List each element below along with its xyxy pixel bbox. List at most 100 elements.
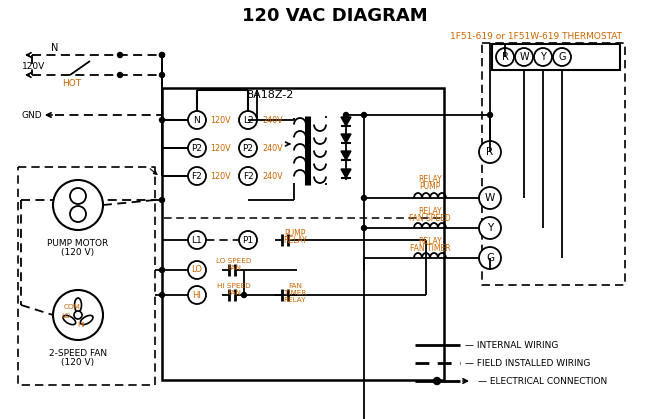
- Text: (120 V): (120 V): [62, 248, 94, 256]
- Text: PUMP MOTOR: PUMP MOTOR: [48, 238, 109, 248]
- Polygon shape: [341, 134, 351, 143]
- Text: R: R: [486, 147, 494, 157]
- Circle shape: [188, 286, 206, 304]
- Text: 120V: 120V: [22, 62, 46, 70]
- Circle shape: [188, 111, 206, 129]
- Circle shape: [70, 206, 86, 222]
- Text: COM: COM: [64, 304, 81, 310]
- Text: HI: HI: [192, 290, 202, 300]
- Text: RELAY: RELAY: [418, 236, 442, 246]
- Text: — INTERNAL WIRING: — INTERNAL WIRING: [465, 341, 558, 349]
- Bar: [492, 44, 620, 70]
- Text: — ELECTRICAL CONNECTION: — ELECTRICAL CONNECTION: [478, 377, 607, 385]
- Text: L2: L2: [243, 116, 253, 124]
- Text: LO SPEED: LO SPEED: [216, 258, 252, 264]
- Text: N: N: [194, 116, 200, 124]
- Circle shape: [70, 188, 86, 204]
- Text: TIMER: TIMER: [284, 290, 306, 296]
- Circle shape: [241, 292, 247, 297]
- Text: RELAY: RELAY: [418, 174, 442, 184]
- Circle shape: [159, 52, 165, 57]
- Circle shape: [239, 167, 257, 185]
- Text: RELAY: RELAY: [418, 207, 442, 215]
- Ellipse shape: [80, 316, 93, 325]
- Text: HI: HI: [77, 322, 85, 328]
- Text: HOT: HOT: [62, 78, 82, 88]
- Text: Y: Y: [487, 223, 493, 233]
- Text: 120 VAC DIAGRAM: 120 VAC DIAGRAM: [242, 7, 428, 25]
- Text: RELAY: RELAY: [283, 297, 306, 303]
- Text: W: W: [485, 193, 495, 203]
- Text: 240V: 240V: [263, 116, 283, 124]
- Circle shape: [53, 180, 103, 230]
- Text: P2: P2: [192, 143, 202, 153]
- Circle shape: [74, 311, 82, 319]
- Text: W: W: [519, 52, 529, 62]
- Circle shape: [239, 111, 257, 129]
- Text: (120 V): (120 V): [62, 357, 94, 367]
- Text: N: N: [52, 43, 59, 53]
- Circle shape: [159, 72, 165, 78]
- Text: L1: L1: [192, 235, 202, 245]
- Circle shape: [515, 48, 533, 66]
- Circle shape: [362, 196, 366, 201]
- Text: GND: GND: [22, 111, 43, 119]
- Text: 120V: 120V: [210, 143, 230, 153]
- Circle shape: [239, 231, 257, 249]
- Text: FAN TIMER: FAN TIMER: [409, 243, 450, 253]
- Circle shape: [53, 290, 103, 340]
- Circle shape: [159, 52, 165, 57]
- Text: PUMP: PUMP: [419, 181, 441, 191]
- Circle shape: [344, 112, 348, 117]
- Text: RELAY: RELAY: [283, 235, 307, 245]
- Text: F2: F2: [243, 171, 253, 181]
- Circle shape: [479, 247, 501, 269]
- Text: R: R: [502, 52, 509, 62]
- Text: G: G: [486, 253, 494, 263]
- Circle shape: [117, 52, 123, 57]
- Text: P1: P1: [243, 235, 253, 245]
- Circle shape: [117, 72, 123, 78]
- Text: 2-SPEED FAN: 2-SPEED FAN: [49, 349, 107, 357]
- Circle shape: [159, 117, 165, 122]
- Circle shape: [159, 197, 165, 202]
- Circle shape: [362, 112, 366, 117]
- Text: G: G: [558, 52, 565, 62]
- Circle shape: [479, 141, 501, 163]
- Circle shape: [496, 48, 514, 66]
- Circle shape: [188, 261, 206, 279]
- Circle shape: [553, 48, 571, 66]
- Text: Y: Y: [540, 52, 546, 62]
- Text: 8A18Z-2: 8A18Z-2: [247, 90, 293, 100]
- Bar: [162, 88, 444, 380]
- Circle shape: [479, 187, 501, 209]
- Circle shape: [239, 139, 257, 157]
- Polygon shape: [341, 117, 351, 126]
- Ellipse shape: [63, 316, 76, 325]
- Text: 240V: 240V: [263, 171, 283, 181]
- Text: FAN: FAN: [227, 290, 241, 296]
- Circle shape: [159, 267, 165, 272]
- Circle shape: [188, 167, 206, 185]
- Polygon shape: [341, 151, 351, 160]
- Circle shape: [188, 139, 206, 157]
- Text: PUMP: PUMP: [284, 228, 306, 238]
- Text: 120V: 120V: [210, 171, 230, 181]
- Polygon shape: [341, 169, 351, 178]
- Text: LO: LO: [62, 313, 71, 319]
- Text: 120V: 120V: [210, 116, 230, 124]
- Text: — FIELD INSTALLED WIRING: — FIELD INSTALLED WIRING: [465, 359, 590, 367]
- Circle shape: [433, 378, 440, 385]
- Circle shape: [534, 48, 552, 66]
- Text: 240V: 240V: [263, 143, 283, 153]
- Text: P2: P2: [243, 143, 253, 153]
- Circle shape: [188, 231, 206, 249]
- Text: LO: LO: [192, 266, 202, 274]
- Circle shape: [159, 292, 165, 297]
- Circle shape: [488, 112, 492, 117]
- Text: FAN: FAN: [288, 283, 302, 289]
- Text: 1F51-619 or 1F51W-619 THERMOSTAT: 1F51-619 or 1F51W-619 THERMOSTAT: [450, 31, 622, 41]
- Text: F2: F2: [192, 171, 202, 181]
- Circle shape: [479, 217, 501, 239]
- Text: FAN SPEED: FAN SPEED: [409, 214, 451, 222]
